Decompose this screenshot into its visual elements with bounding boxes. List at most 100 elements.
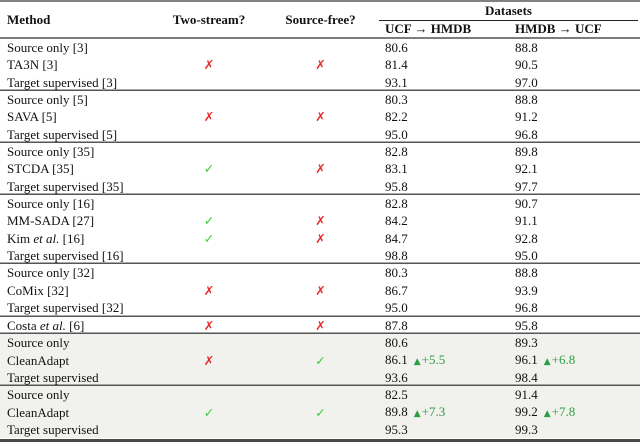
score-value: 81.4 xyxy=(385,57,408,73)
table-group: Source only 82.5 91.4 CleanAdapt ✓ ✓ 89.8 ▲+7.3… xyxy=(0,385,640,438)
score-value: 80.3 xyxy=(385,265,408,281)
score-value: 99.2 xyxy=(515,404,538,420)
score-value: 93.1 xyxy=(385,74,408,90)
ucf-hmdb-value-cell: 95.8 xyxy=(383,178,513,195)
table-row: Target supervised 93.6 98.4 xyxy=(0,369,640,386)
two-stream-cell: ✓ xyxy=(160,230,258,247)
score-value: 98.4 xyxy=(515,369,538,385)
ucf-hmdb-value-cell: 95.0 xyxy=(383,299,513,316)
score-value: 95.0 xyxy=(385,300,408,316)
method-label: CoMix [32] xyxy=(7,282,69,298)
check-icon: ✓ xyxy=(203,405,215,421)
hmdb-ucf-value-cell: 99.2 ▲+7.8 xyxy=(513,403,640,423)
check-icon: ✓ xyxy=(315,353,326,369)
table-row: SAVA [5] ✗ ✗ 82.2 91.2 xyxy=(0,108,640,125)
cross-icon: ✗ xyxy=(203,353,215,369)
hmdb-ucf-value-cell: 97.0 xyxy=(513,74,640,91)
method-label-etal: et al. xyxy=(33,230,60,246)
table-group: Costa et al. [6] ✗ ✗ 87.8 95.8 xyxy=(0,317,640,334)
gain-up-icon: ▲ xyxy=(413,356,421,367)
two-stream-cell: ✗ xyxy=(160,56,258,73)
method-cell: Source only [35] xyxy=(0,143,160,160)
source-free-cell: ✓ xyxy=(258,404,383,421)
method-label: MM-SADA [27] xyxy=(7,213,95,229)
method-label: Target supervised xyxy=(7,369,99,385)
method-cell: SAVA [5] xyxy=(0,108,160,125)
hmdb-ucf-value-cell: 90.5 xyxy=(513,56,640,73)
method-label: Target supervised xyxy=(7,421,99,437)
hmdb-ucf-value-cell: 90.7 xyxy=(513,195,640,212)
method-cell: Target supervised [32] xyxy=(0,299,160,316)
hmdb-ucf-value-cell: 98.4 xyxy=(513,369,640,386)
score-value: 97.0 xyxy=(515,74,538,90)
hmdb-ucf-value-cell: 88.8 xyxy=(513,39,640,56)
source-free-cell: ✗ xyxy=(258,56,383,73)
table-row: TA3N [3] ✗ ✗ 81.4 90.5 xyxy=(0,56,640,73)
table-row: Source only [32] 80.3 88.8 xyxy=(0,264,640,281)
col-header-hmdb-to-ucf: HMDB → UCF xyxy=(515,21,602,36)
gain-badge: ▲+5.5 xyxy=(414,352,446,367)
gain-up-icon: ▲ xyxy=(543,356,551,367)
hmdb-ucf-value-cell: 88.8 xyxy=(513,91,640,108)
two-stream-cell: ✗ xyxy=(160,352,258,369)
hmdb-ucf-value-cell: 92.8 xyxy=(513,230,640,247)
hmdb-ucf-value-cell: 96.8 xyxy=(513,299,640,316)
hmdb-ucf-value-cell: 91.2 xyxy=(513,108,640,125)
two-stream-cell: ✗ xyxy=(160,317,258,334)
two-stream-cell: ✓ xyxy=(160,212,258,229)
score-value: 86.7 xyxy=(385,282,408,298)
table-row: Kim et al. [16] ✓ ✗ 84.7 92.8 xyxy=(0,230,640,247)
col-header-two-stream: Two-stream? xyxy=(172,11,246,27)
method-label: Kim xyxy=(7,230,34,246)
score-value: 95.8 xyxy=(385,178,408,194)
method-label: Target supervised [16] xyxy=(7,248,124,264)
gain-up-icon: ▲ xyxy=(543,408,551,419)
table-row: Source only 82.5 91.4 xyxy=(0,386,640,403)
score-value: 91.4 xyxy=(515,386,538,402)
method-label: Source only [35] xyxy=(7,144,95,160)
gain-value: +6.8 xyxy=(551,352,576,368)
score-value: 82.5 xyxy=(385,386,408,402)
score-value: 95.0 xyxy=(385,126,408,142)
method-cell: CleanAdapt xyxy=(0,352,160,369)
check-icon: ✓ xyxy=(315,405,326,421)
two-stream-cell: ✓ xyxy=(160,404,258,421)
table-row: Target supervised [3] 93.1 97.0 xyxy=(0,74,640,91)
ucf-hmdb-value-cell: 93.6 xyxy=(383,369,513,386)
table-row: CoMix [32] ✗ ✗ 86.7 93.9 xyxy=(0,282,640,299)
cross-icon: ✗ xyxy=(203,57,215,73)
ucf-hmdb-value-cell: 87.8 xyxy=(383,317,513,334)
score-value: 92.8 xyxy=(515,230,538,246)
score-value: 88.8 xyxy=(515,92,538,108)
col-header-source-free: Source-free? xyxy=(285,11,356,27)
hmdb-ucf-value-cell: 95.0 xyxy=(513,247,640,264)
score-value: 90.7 xyxy=(515,196,538,212)
table-row: Source only [5] 80.3 88.8 xyxy=(0,91,640,108)
method-cell: STCDA [35] xyxy=(0,160,160,177)
source-free-cell: ✗ xyxy=(258,212,383,229)
table-group: Source only 80.6 89.3 CleanAdapt ✗ ✓ 86.1 ▲+5.5… xyxy=(0,333,640,386)
ucf-hmdb-value-cell: 82.5 xyxy=(383,386,513,403)
source-free-cell: ✗ xyxy=(258,317,383,334)
cross-icon: ✗ xyxy=(315,317,326,333)
hmdb-ucf-value-cell: 91.4 xyxy=(513,386,640,403)
method-cell: Kim et al. [16] xyxy=(0,230,160,247)
cross-icon: ✗ xyxy=(315,109,326,125)
ucf-hmdb-value-cell: 82.2 xyxy=(383,108,513,125)
score-value: 80.6 xyxy=(385,40,408,55)
score-value: 95.3 xyxy=(385,421,408,437)
score-value: 97.7 xyxy=(515,178,538,194)
score-value: 99.3 xyxy=(515,421,538,437)
method-label: Target supervised [5] xyxy=(7,126,118,142)
ucf-hmdb-value-cell: 86.7 xyxy=(383,282,513,299)
method-label-ref: [6] xyxy=(65,317,85,333)
score-value: 82.8 xyxy=(385,144,408,160)
method-label: Source only [3] xyxy=(7,40,88,55)
table-group: Source only [35] 82.8 89.8 STCDA [35] ✓ ✗ 83.1… xyxy=(0,143,640,195)
method-cell: Source only [32] xyxy=(0,264,160,281)
ucf-hmdb-value-cell: 82.8 xyxy=(383,195,513,212)
hmdb-ucf-value-cell: 95.8 xyxy=(513,317,640,334)
score-value: 96.8 xyxy=(515,126,538,142)
table-row: Target supervised [35] 95.8 97.7 xyxy=(0,178,640,195)
